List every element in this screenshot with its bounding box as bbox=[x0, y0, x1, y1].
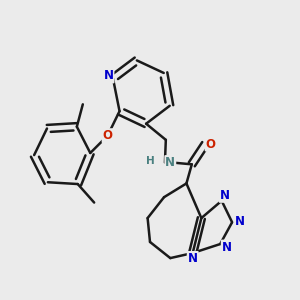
Text: N: N bbox=[103, 69, 113, 82]
Text: N: N bbox=[235, 215, 244, 228]
Text: O: O bbox=[103, 129, 112, 142]
Text: N: N bbox=[220, 189, 230, 202]
Text: H: H bbox=[146, 156, 155, 166]
Text: N: N bbox=[222, 241, 232, 254]
Text: N: N bbox=[188, 252, 198, 265]
Text: O: O bbox=[206, 137, 216, 151]
Text: N: N bbox=[165, 156, 175, 169]
